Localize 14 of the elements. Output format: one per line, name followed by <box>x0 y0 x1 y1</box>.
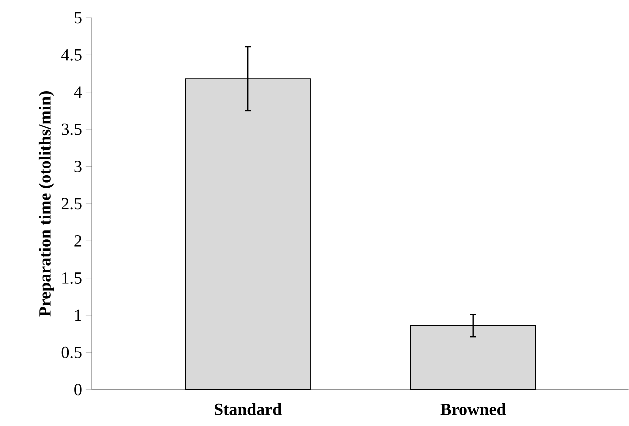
y-tick-label: 4 <box>74 86 82 98</box>
y-tick-label: 4.5 <box>62 50 82 61</box>
y-tick-label: 1 <box>75 310 82 322</box>
y-tick-label: 3 <box>74 161 82 173</box>
y-tick-label: 1.5 <box>62 272 82 284</box>
y-tick-label: 3.5 <box>62 124 82 136</box>
y-axis-title: Preparation time (otoliths/min) <box>38 92 54 317</box>
x-tick-label: Browned <box>440 403 506 416</box>
y-tick-label: 2.5 <box>62 198 82 210</box>
y-tick-label: 0.5 <box>62 346 82 359</box>
y-tick-label: 5 <box>74 12 82 24</box>
x-tick-label: Standard <box>214 403 282 416</box>
y-tick-label: 0 <box>74 384 82 396</box>
y-tick-label: 2 <box>74 236 82 247</box>
